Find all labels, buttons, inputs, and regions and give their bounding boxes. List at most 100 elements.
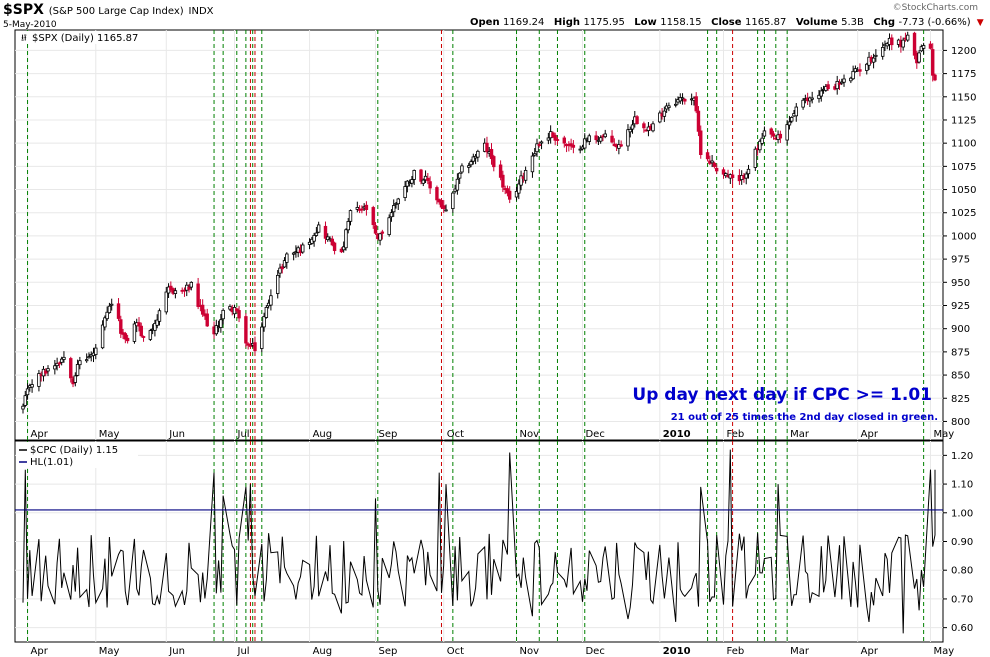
candle-body (787, 121, 792, 126)
candle (332, 241, 337, 255)
candle (316, 221, 321, 234)
price-tick-label: 975 (951, 255, 970, 266)
price-tick-label: 1025 (951, 208, 976, 219)
price-month-label: Apr (861, 429, 879, 440)
candle (235, 307, 239, 313)
price-legend-bg (16, 31, 152, 44)
candle (455, 173, 460, 195)
candle-body (426, 177, 430, 182)
candle (116, 298, 121, 322)
candle (41, 366, 46, 382)
candle (619, 140, 623, 148)
candle (25, 383, 30, 400)
candle-body (455, 178, 460, 191)
candle-body (753, 148, 758, 168)
cpc-month-label: Jun (168, 646, 185, 657)
candle (153, 319, 157, 337)
candle (62, 351, 66, 363)
candle-body (610, 135, 614, 143)
candle (444, 204, 448, 212)
candle (392, 199, 396, 217)
candle (69, 356, 73, 383)
candle (724, 172, 728, 179)
price-tick-label: 800 (951, 417, 970, 428)
candle (696, 106, 701, 137)
candle-body (196, 283, 200, 307)
candle (630, 119, 635, 134)
credit[interactable]: ©StockCharts.com (893, 3, 978, 13)
candle-body (410, 179, 414, 184)
candle (555, 137, 560, 146)
candle-body (635, 116, 639, 125)
cpc-month-label: Jul (237, 646, 250, 657)
candle (871, 53, 876, 69)
low-value: 1158.15 (660, 17, 702, 28)
cpc-legend-bg (16, 442, 138, 468)
price-month-label: Nov (520, 429, 540, 440)
candle (651, 121, 655, 133)
price-month-label: Feb (726, 429, 744, 440)
cpc-legend: $CPC (Daily) 1.15 (30, 445, 118, 456)
candle (476, 149, 480, 162)
candle-body (103, 317, 107, 328)
candle-body (44, 370, 48, 374)
candle (853, 65, 858, 73)
chg-value: -7.73 (-0.66%) (898, 17, 971, 28)
candle (364, 201, 369, 216)
candle-body (346, 221, 350, 231)
candle-body (790, 117, 794, 122)
candle-body (758, 140, 762, 151)
candle (769, 127, 773, 139)
candle-body (291, 252, 296, 255)
candle-body (628, 128, 632, 133)
candle-body (817, 94, 821, 100)
cpc-month-label: Aug (313, 646, 333, 657)
candle-body (810, 97, 814, 100)
candle (571, 140, 576, 154)
candle (858, 63, 862, 77)
candle-body (278, 267, 282, 274)
candle-body (123, 333, 128, 340)
candle (598, 135, 603, 144)
candle-body (46, 368, 50, 372)
candle (546, 132, 551, 145)
candle-body (539, 141, 544, 144)
candle (901, 37, 905, 51)
candle (73, 372, 78, 387)
candle-body (662, 110, 667, 117)
candle-body (460, 165, 464, 173)
candle-body (301, 244, 305, 253)
candle (617, 139, 621, 155)
candle-body (280, 266, 284, 270)
candle-body (314, 232, 319, 236)
candle (205, 308, 209, 327)
candle (285, 252, 289, 269)
candle (380, 229, 385, 240)
chg-label: Chg (873, 17, 895, 28)
candle (148, 328, 153, 341)
candle (635, 115, 639, 125)
candle-body (533, 153, 537, 156)
candle-body (617, 144, 621, 149)
candle (594, 131, 598, 144)
candle-body (107, 305, 112, 314)
candle (837, 79, 842, 91)
candle (389, 209, 394, 222)
candle-body (169, 285, 173, 291)
annotation-subtitle: 21 out of 25 times the 2nd day closed in… (671, 412, 938, 423)
candle (662, 106, 667, 122)
candle (730, 172, 735, 185)
candle (125, 334, 130, 344)
candle (232, 304, 237, 319)
candle-body (901, 39, 905, 48)
candle (874, 49, 878, 62)
candle-body (389, 212, 394, 218)
cpc-month-label: 2010 (663, 646, 691, 657)
candle (790, 116, 794, 124)
candle-body (519, 175, 523, 186)
candle (587, 133, 592, 146)
price-tick-label: 1000 (951, 231, 976, 242)
price-month-label: Apr (31, 429, 49, 440)
candle-body (880, 47, 885, 57)
candle (339, 247, 344, 254)
